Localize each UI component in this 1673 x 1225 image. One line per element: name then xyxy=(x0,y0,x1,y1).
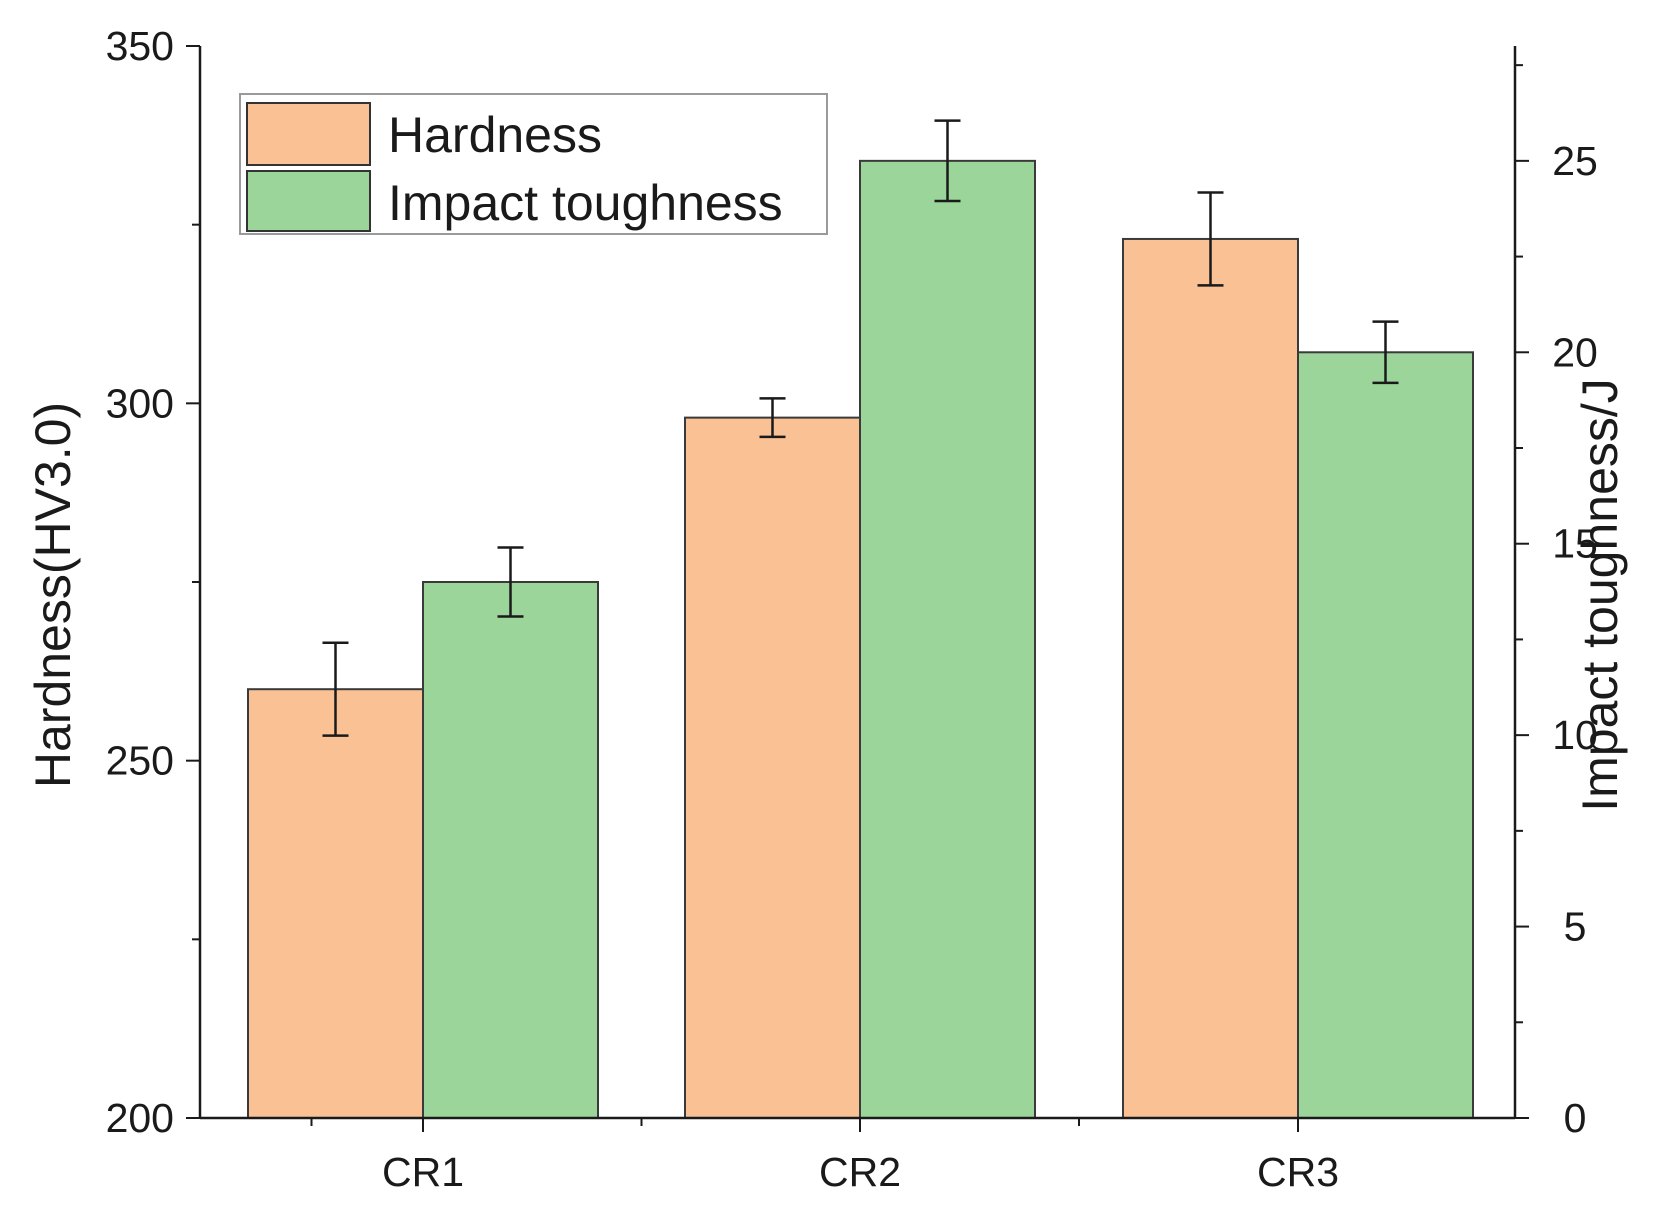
y-right-axis-title: Impact toughness/J xyxy=(1572,378,1628,812)
bar-impact-toughness-cr2 xyxy=(859,159,1036,1120)
ticks-layer: 200 250 300 350 0 5 10 15 20 25 CR1 CR2 CR3 xyxy=(106,23,1598,1195)
bar-hardness-cr2 xyxy=(684,416,861,1120)
y-right-tick-label: 0 xyxy=(1564,1095,1587,1141)
y-right-tick-label: 5 xyxy=(1564,904,1587,950)
y-left-tick-label: 250 xyxy=(106,738,174,784)
legend: Hardness Impact toughness xyxy=(239,93,828,235)
x-category-label: CR3 xyxy=(1257,1149,1339,1195)
bar-impact-toughness-cr1 xyxy=(422,581,599,1119)
y-left-tick-label: 350 xyxy=(106,23,174,69)
y-right-tick-label: 10 xyxy=(1552,712,1598,758)
x-category-label: CR1 xyxy=(382,1149,464,1195)
y-right-tick-label: 15 xyxy=(1552,521,1598,567)
bar-hardness-cr3 xyxy=(1122,237,1299,1119)
x-category-label: CR2 xyxy=(819,1149,901,1195)
legend-label-hardness: Hardness xyxy=(388,107,602,163)
y-right-tick-label: 25 xyxy=(1552,138,1598,184)
y-right-tick-label: 20 xyxy=(1552,329,1598,375)
bar-impact-toughness-cr3 xyxy=(1297,351,1474,1119)
legend-label-impact-toughness: Impact toughness xyxy=(388,175,783,231)
y-left-tick-label: 200 xyxy=(106,1095,174,1141)
legend-swatch-hardness xyxy=(246,102,371,166)
y-left-tick-label: 300 xyxy=(106,380,174,426)
bar-hardness-cr1 xyxy=(247,688,424,1119)
error-bars-layer xyxy=(322,119,1399,737)
legend-swatch-impact-toughness xyxy=(246,170,371,232)
bars-layer xyxy=(247,159,1474,1120)
y-left-axis-title: Hardness(HV3.0) xyxy=(25,402,81,788)
